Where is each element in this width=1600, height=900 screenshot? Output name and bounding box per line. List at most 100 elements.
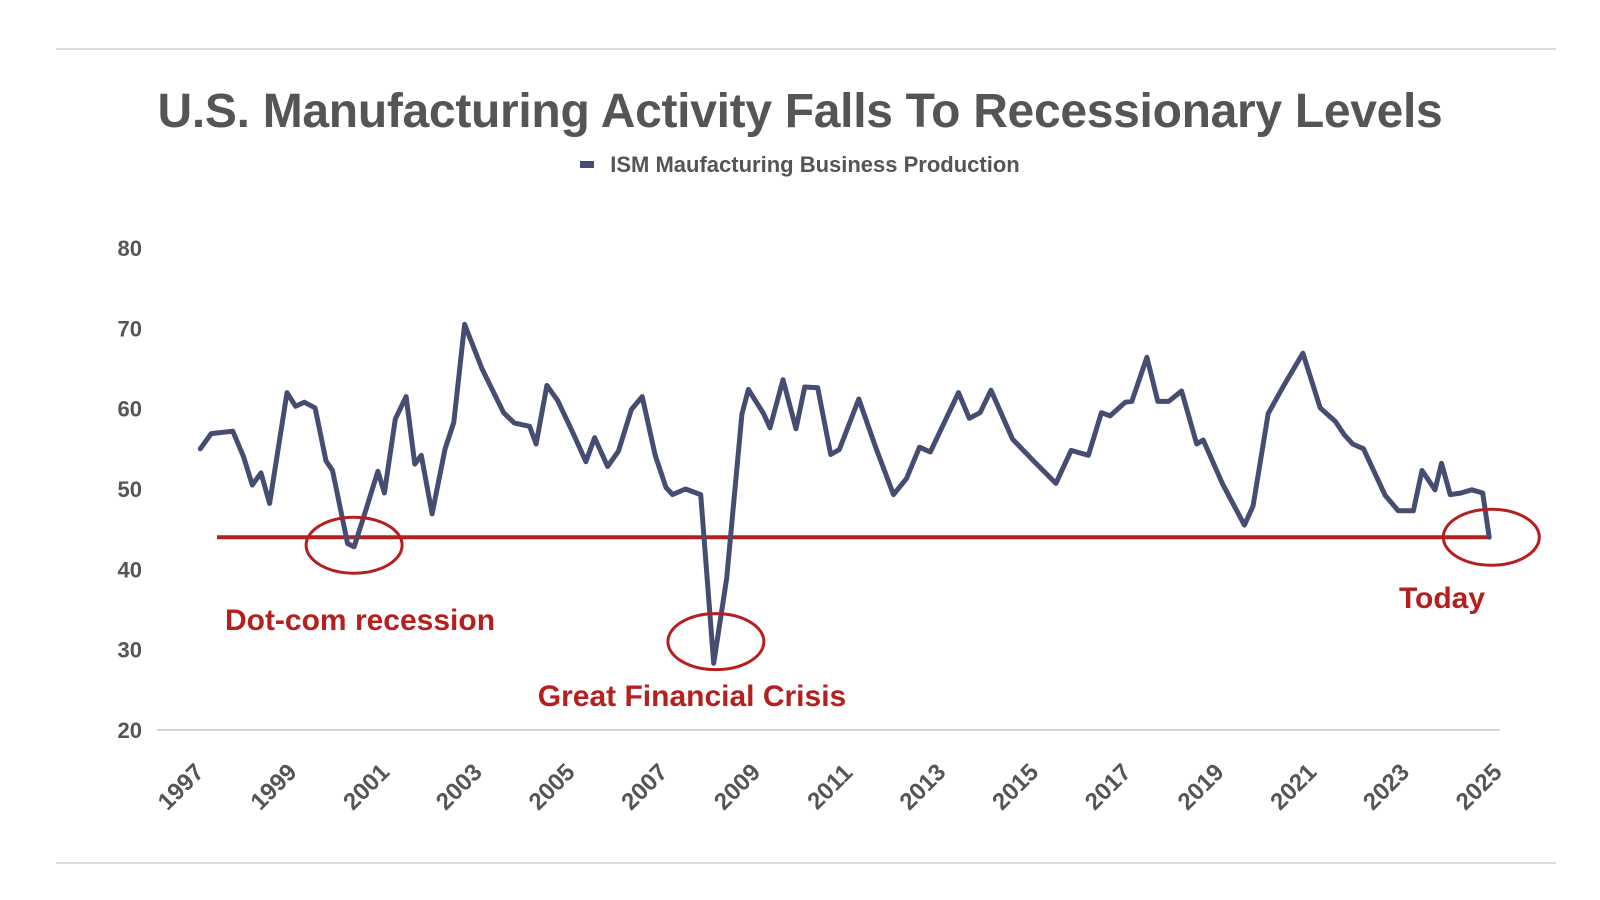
data-point [1396,508,1401,513]
data-point [1166,399,1171,404]
x-tick-label: 2011 [802,759,858,815]
data-point [856,397,861,402]
data-point [781,377,786,382]
data-point [711,661,716,666]
bottom-divider [56,862,1556,864]
data-point [1318,405,1323,410]
data-point [412,462,417,467]
data-point [746,387,751,392]
data-point [978,410,983,415]
data-point [198,446,203,451]
data-point [605,464,610,469]
data-point [1433,487,1438,492]
data-point [527,424,532,429]
annotation-label: Today [1399,582,1485,615]
data-point [1300,351,1305,356]
data-point [534,442,539,447]
x-tick-label: 2009 [709,759,766,816]
data-point [1010,437,1015,442]
data-point [874,446,879,451]
x-tick-label: 2013 [894,759,951,816]
data-point [1448,492,1453,497]
chart-legend: ISM Maufacturing Business Production [0,152,1600,178]
annotations: Dot-com recession Great Financial Crisis T… [225,507,1541,713]
data-point [1069,448,1074,453]
x-axis-ticks: 1997 1999 2001 2003 2005 2007 2009 2011 2013 2015… [153,759,1508,816]
y-tick-label: 60 [118,397,142,422]
data-point [1201,438,1206,443]
data-point [259,470,264,475]
data-point [267,501,272,506]
x-tick-label: 1999 [245,759,302,816]
y-tick-label: 50 [118,477,142,502]
annotation-circle [666,612,766,672]
data-point [739,412,744,417]
data-point [1281,384,1286,389]
data-point [1487,535,1492,540]
top-divider [56,48,1556,50]
annotation-label: Dot-com recession [225,604,495,637]
data-point [683,487,688,492]
data-point [891,492,896,497]
data-point [1350,442,1355,447]
data-point [570,430,575,435]
data-point [1220,482,1225,487]
data-point [724,576,729,581]
data-point [479,366,484,371]
data-point [1266,411,1271,416]
data-point [430,511,435,516]
data-point [209,431,214,436]
data-point [629,407,634,412]
data-point [1179,389,1184,394]
data-point [1032,459,1037,464]
x-tick-label: 2005 [524,759,581,816]
data-point [1155,399,1160,404]
data-point [794,426,799,431]
data-point [592,435,597,440]
x-tick-label: 2023 [1358,759,1415,816]
data-point [302,400,307,405]
data-point [664,485,669,490]
data-point [1439,461,1444,466]
legend-label: ISM Maufacturing Business Production [610,152,1020,177]
annotation-circle [1441,507,1541,567]
data-point [1242,523,1247,528]
chart-title: U.S. Manufacturing Activity Falls To Rec… [157,85,1443,138]
data-point [640,394,645,399]
x-tick-label: 2025 [1451,759,1508,816]
x-tick-label: 2019 [1173,759,1230,816]
data-point [362,511,367,516]
x-tick-label: 2017 [1080,759,1137,816]
y-tick-label: 70 [118,316,142,341]
data-point [293,404,298,409]
x-tick-label: 2003 [431,759,488,816]
data-point [419,453,424,458]
data-point [653,453,658,458]
data-point [241,454,246,459]
y-tick-label: 30 [118,638,142,663]
data-point [1459,491,1464,496]
data-point [1480,491,1485,496]
x-tick-label: 2007 [616,759,673,816]
data-point [616,449,621,454]
annotation-label: Great Financial Crisis [538,680,846,713]
data-point [1361,446,1366,451]
data-point [313,405,318,410]
data-point [330,468,335,473]
legend-swatch [580,160,595,168]
data-point [1411,508,1416,513]
data-point [768,425,773,430]
data-point [501,410,506,415]
data-point [698,492,703,497]
data-point [1099,410,1104,415]
data-point [451,420,456,425]
data-point [1108,413,1113,418]
data-point [1194,442,1199,447]
x-tick-label: 1997 [153,759,210,816]
data-point [512,421,517,426]
data-point [802,385,807,390]
data-point [345,541,350,546]
data-point [1342,432,1347,437]
data-point [544,383,549,388]
data-point [670,492,675,497]
